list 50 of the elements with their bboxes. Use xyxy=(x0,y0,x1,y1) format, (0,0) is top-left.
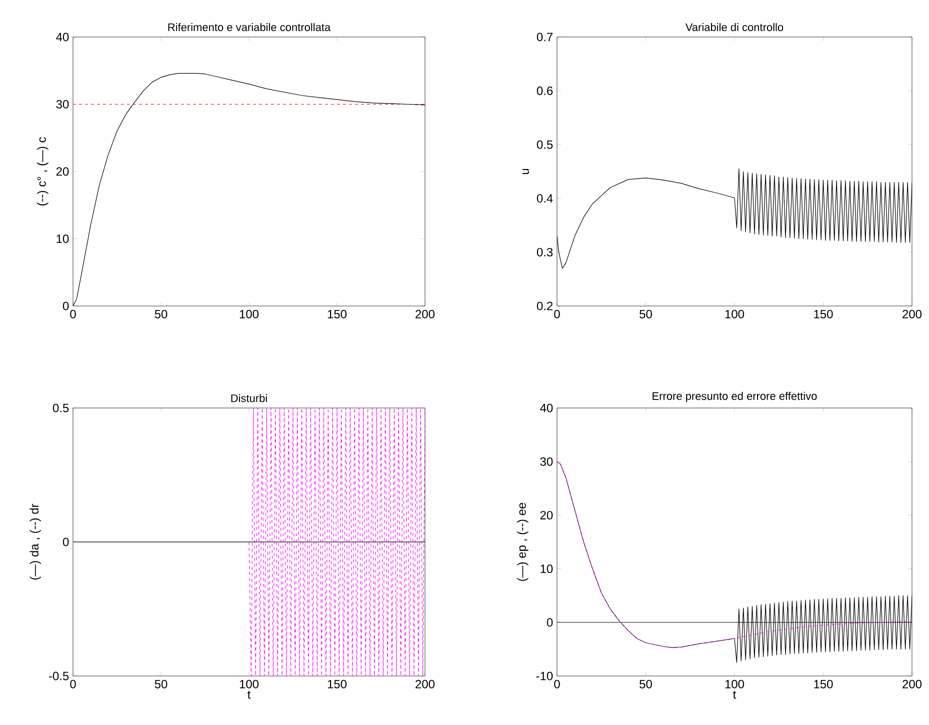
y-tick-label: 40 xyxy=(540,404,553,412)
y-tick-label: 20 xyxy=(56,167,69,176)
y-tick-label: 0 xyxy=(62,538,69,546)
x-tick-label: 100 xyxy=(725,680,744,688)
x-tick-label: 50 xyxy=(640,680,652,688)
x-tick-label: 100 xyxy=(240,310,259,318)
y-tick-label: 0.5 xyxy=(536,140,553,149)
y-tick-label: 0 xyxy=(62,302,69,310)
x-tick-label: 0 xyxy=(554,310,560,318)
y-tick-label: -0.5 xyxy=(48,672,69,680)
x-axis-title: t xyxy=(733,690,736,699)
y-axis-title: (—) da , (--) dr xyxy=(30,504,41,580)
x-axis-title: t xyxy=(248,690,251,699)
y-tick-label: 0.7 xyxy=(536,32,553,42)
y-tick-label: 0.5 xyxy=(52,404,69,412)
y-tick-label: 40 xyxy=(56,32,69,42)
y-axis-title: (--) c° , (—) c xyxy=(37,137,48,206)
y-tick-label: 0.4 xyxy=(536,194,553,203)
chart-title: Disturbi xyxy=(231,394,267,402)
x-tick-label: 100 xyxy=(725,310,744,318)
x-tick-label: 0 xyxy=(70,680,76,688)
x-tick-label: 200 xyxy=(902,310,922,318)
x-tick-label: 150 xyxy=(814,680,833,688)
y-tick-label: 0.6 xyxy=(536,86,553,96)
y-axis-title: u xyxy=(522,168,529,174)
y-tick-label: 0 xyxy=(546,618,553,627)
y-tick-label: 30 xyxy=(56,100,69,108)
x-tick-label: 0 xyxy=(70,310,76,318)
y-axis-title: (—) ep , (--) ee xyxy=(517,502,528,581)
chart-title: Riferimento e variabile controllata xyxy=(168,23,331,32)
x-tick-label: 200 xyxy=(902,680,922,688)
y-tick-label: -10 xyxy=(536,672,553,680)
x-tick-label: 200 xyxy=(416,310,435,318)
chart-title: Errore presunto ed errore effettivo xyxy=(652,392,817,402)
x-tick-label: 200 xyxy=(416,680,435,688)
x-tick-label: 50 xyxy=(154,310,168,318)
chart-title: Variabile di controllo xyxy=(685,23,784,32)
y-tick-label: 0.3 xyxy=(536,248,553,256)
x-tick-label: 150 xyxy=(328,310,347,318)
x-tick-label: 150 xyxy=(328,680,347,688)
x-tick-label: 50 xyxy=(640,310,652,318)
y-tick-label: 20 xyxy=(540,510,553,520)
x-tick-label: 150 xyxy=(814,310,833,318)
x-tick-label: 50 xyxy=(154,680,168,688)
y-tick-label: 10 xyxy=(540,564,553,574)
y-tick-label: 30 xyxy=(540,457,553,466)
x-tick-label: 100 xyxy=(240,680,259,688)
y-tick-label: 0.2 xyxy=(536,302,553,310)
x-tick-label: 0 xyxy=(554,680,560,688)
y-tick-label: 10 xyxy=(56,234,69,243)
